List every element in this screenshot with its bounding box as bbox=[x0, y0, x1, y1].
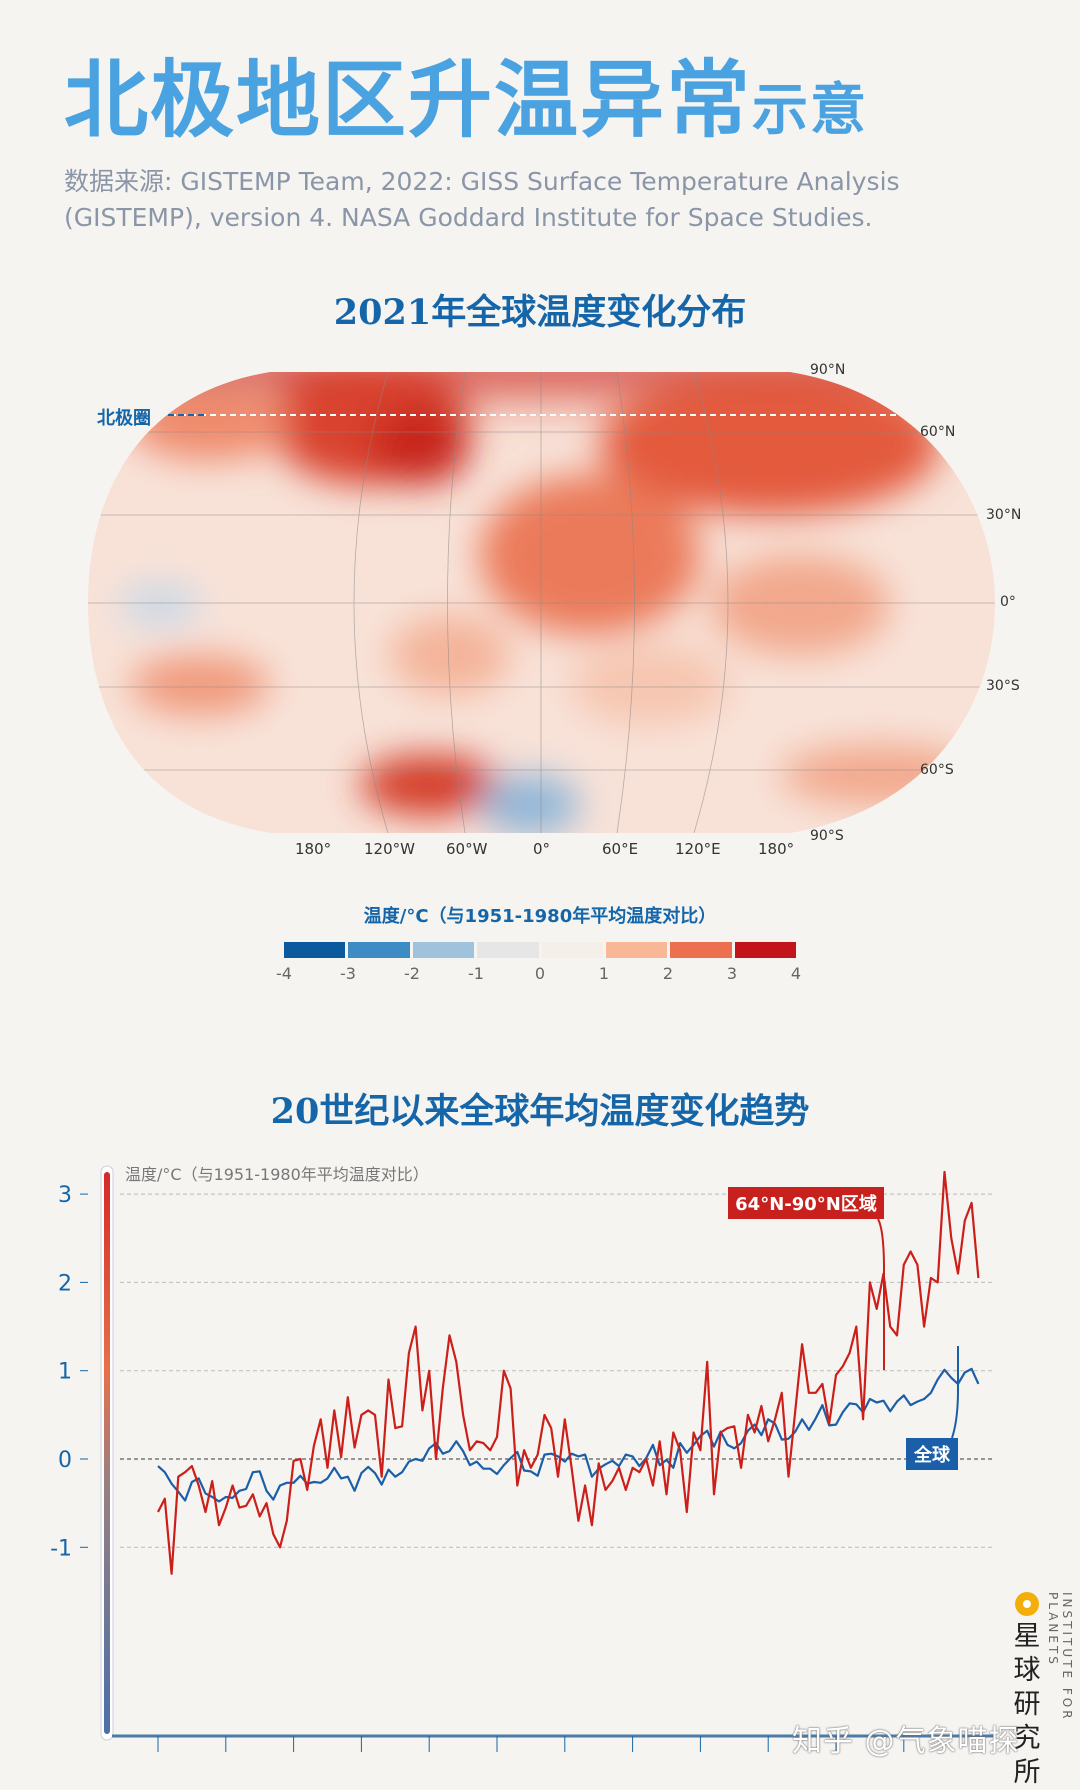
legend-swatch bbox=[477, 942, 539, 958]
data-source: 数据来源: GISTEMP Team, 2022: GISS Surface T… bbox=[64, 167, 900, 232]
logo: 星球研究所 bbox=[1012, 1592, 1042, 1790]
y-tick-label: 0 bbox=[58, 1448, 72, 1473]
logo-icon bbox=[1015, 1592, 1039, 1616]
lon-label: 180° bbox=[758, 840, 795, 858]
legend-title: 温度/°C（与1951-1980年平均温度对比） bbox=[363, 906, 717, 927]
color-legend bbox=[284, 942, 796, 958]
arctic-circle-label: 北极圈 bbox=[97, 408, 151, 429]
legend-swatch bbox=[348, 942, 410, 958]
lat-label: 30°S bbox=[986, 678, 1020, 694]
global-series-label: 全球 bbox=[913, 1444, 951, 1466]
legend-tick: -2 bbox=[404, 964, 420, 983]
legend-swatch bbox=[670, 942, 732, 958]
world-temperature-map bbox=[88, 372, 995, 833]
logo-cn: 星球研究所 bbox=[1013, 1621, 1041, 1788]
legend-tick: -3 bbox=[340, 964, 356, 983]
title-main: 北极地区升温异常 bbox=[64, 50, 753, 149]
y-tick-label: 2 bbox=[58, 1271, 72, 1296]
page-title: 北极地区升温异常示意 bbox=[64, 58, 868, 142]
lat-label: 90°S bbox=[810, 828, 844, 844]
chart-title: 20世纪以来全球年均温度变化趋势 bbox=[270, 1091, 810, 1132]
map-title: 2021年全球温度变化分布 bbox=[333, 292, 747, 333]
series-line-global bbox=[157, 1367, 980, 1503]
global-callout-line bbox=[951, 1346, 959, 1439]
legend-swatch bbox=[734, 942, 796, 958]
lon-label: 60°E bbox=[602, 840, 639, 858]
lon-label: 180° bbox=[295, 840, 332, 858]
arctic-callout-line bbox=[877, 1218, 885, 1370]
lat-label: 90°N bbox=[810, 362, 846, 378]
legend-swatch bbox=[605, 942, 668, 958]
series-line-arctic bbox=[157, 1170, 980, 1575]
legend-tick: 2 bbox=[662, 964, 674, 983]
y-axis-label: 温度/°C（与1951-1980年平均温度对比） bbox=[125, 1165, 429, 1184]
legend-tick: 0 bbox=[534, 964, 546, 983]
lon-label: 120°W bbox=[364, 840, 415, 858]
global-series-label-box bbox=[906, 1438, 958, 1470]
legend-tick: -4 bbox=[276, 964, 292, 983]
legend-swatch bbox=[284, 942, 346, 958]
legend-tick: -1 bbox=[468, 964, 484, 983]
y-tick-label: 3 bbox=[58, 1183, 72, 1208]
title-suffix: 示意 bbox=[752, 77, 869, 143]
lat-label: 60°N bbox=[920, 424, 956, 440]
watermark: 知乎 @气象喵探 bbox=[792, 1724, 1020, 1759]
logo-en: INSTITUTE FOR PLANETS bbox=[1046, 1592, 1074, 1722]
y-tick-label: 1 bbox=[58, 1360, 72, 1385]
arctic-series-label-box bbox=[728, 1187, 884, 1219]
lon-label: 60°W bbox=[446, 840, 488, 858]
lon-label: 120°E bbox=[675, 840, 721, 858]
legend-tick: 3 bbox=[726, 964, 738, 983]
legend-tick: 1 bbox=[598, 964, 610, 983]
legend-swatch bbox=[412, 942, 475, 958]
lat-label: 30°N bbox=[986, 507, 1022, 523]
legend-tick: 4 bbox=[790, 964, 802, 983]
arctic-series-label: 64°N-90°N区域 bbox=[735, 1193, 877, 1215]
y-tick-label: -1 bbox=[50, 1536, 72, 1561]
lat-label: 60°S bbox=[920, 762, 954, 778]
lon-label: 0° bbox=[533, 840, 551, 858]
lat-label: 0° bbox=[1000, 594, 1016, 610]
legend-swatch bbox=[541, 942, 603, 958]
